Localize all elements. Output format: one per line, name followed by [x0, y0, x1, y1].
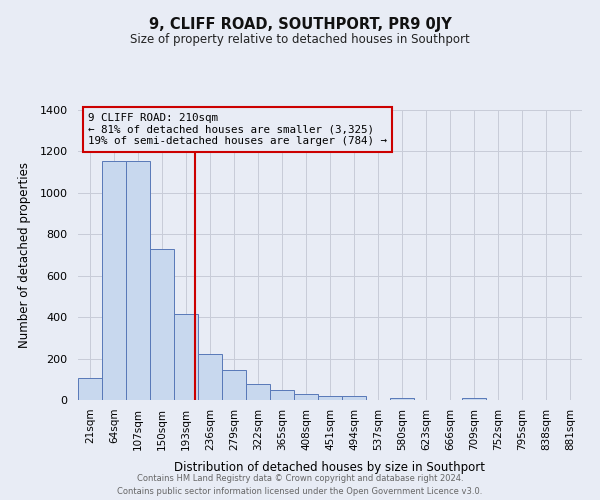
Bar	[318, 396, 342, 400]
Text: 9 CLIFF ROAD: 210sqm
← 81% of detached houses are smaller (3,325)
19% of semi-de: 9 CLIFF ROAD: 210sqm ← 81% of detached h…	[88, 113, 387, 146]
Bar	[270, 390, 294, 400]
Bar	[102, 161, 126, 400]
Bar	[342, 396, 366, 400]
Bar	[294, 394, 318, 400]
Y-axis label: Number of detached properties: Number of detached properties	[18, 162, 31, 348]
X-axis label: Distribution of detached houses by size in Southport: Distribution of detached houses by size …	[175, 461, 485, 474]
Text: Contains HM Land Registry data © Crown copyright and database right 2024.
Contai: Contains HM Land Registry data © Crown c…	[118, 474, 482, 496]
Bar	[150, 249, 174, 400]
Bar	[222, 370, 246, 400]
Text: Size of property relative to detached houses in Southport: Size of property relative to detached ho…	[130, 32, 470, 46]
Text: 9, CLIFF ROAD, SOUTHPORT, PR9 0JY: 9, CLIFF ROAD, SOUTHPORT, PR9 0JY	[149, 18, 451, 32]
Bar	[198, 354, 222, 400]
Bar	[174, 314, 198, 400]
Bar	[246, 384, 270, 400]
Bar	[126, 161, 150, 400]
Bar	[78, 378, 102, 400]
Bar	[462, 398, 486, 400]
Bar	[390, 398, 414, 400]
